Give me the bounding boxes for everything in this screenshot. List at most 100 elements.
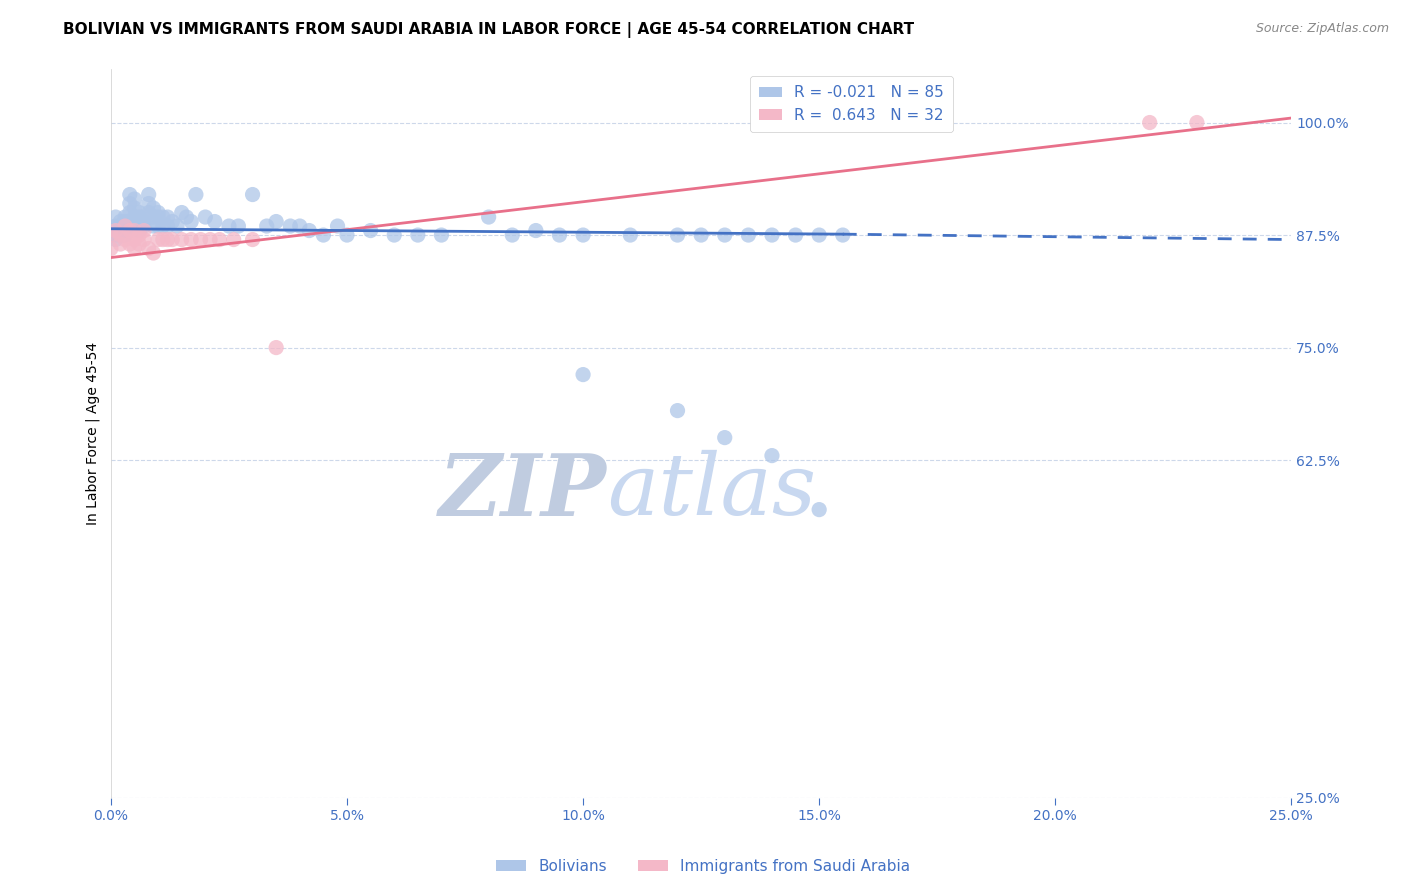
Point bbox=[124, 219, 146, 233]
Point bbox=[218, 219, 240, 233]
Point bbox=[278, 219, 301, 233]
Point bbox=[100, 228, 122, 243]
Point bbox=[312, 228, 335, 243]
Point bbox=[100, 223, 122, 237]
Point bbox=[124, 242, 146, 256]
Point bbox=[114, 210, 136, 224]
Point bbox=[118, 214, 141, 228]
Point bbox=[198, 233, 221, 247]
Point bbox=[128, 210, 150, 224]
Point bbox=[138, 187, 160, 202]
Point bbox=[690, 228, 713, 243]
Point bbox=[128, 228, 150, 243]
Point bbox=[132, 210, 155, 224]
Point bbox=[194, 210, 217, 224]
Point bbox=[104, 219, 127, 233]
Point bbox=[104, 210, 127, 224]
Point bbox=[808, 502, 831, 516]
Point bbox=[138, 242, 160, 256]
Point bbox=[256, 219, 278, 233]
Point bbox=[146, 205, 169, 219]
Point bbox=[124, 192, 146, 206]
Point bbox=[170, 233, 193, 247]
Point bbox=[128, 237, 150, 252]
Point bbox=[128, 214, 150, 228]
Point bbox=[184, 187, 207, 202]
Point bbox=[666, 228, 689, 243]
Point bbox=[190, 233, 212, 247]
Point bbox=[100, 242, 122, 256]
Point bbox=[110, 223, 132, 237]
Point bbox=[128, 205, 150, 219]
Point bbox=[208, 233, 231, 247]
Point bbox=[180, 214, 202, 228]
Point bbox=[124, 201, 146, 215]
Point bbox=[114, 223, 136, 237]
Point bbox=[142, 246, 165, 260]
Point bbox=[222, 233, 245, 247]
Point bbox=[114, 233, 136, 247]
Point bbox=[336, 228, 359, 243]
Point bbox=[132, 233, 155, 247]
Point bbox=[114, 219, 136, 233]
Point bbox=[114, 228, 136, 243]
Text: ZIP: ZIP bbox=[439, 450, 606, 533]
Point bbox=[382, 228, 405, 243]
Point bbox=[478, 210, 501, 224]
Point bbox=[146, 219, 169, 233]
Point bbox=[124, 223, 146, 237]
Point bbox=[761, 449, 783, 463]
Point bbox=[152, 233, 174, 247]
Point bbox=[132, 223, 155, 237]
Point bbox=[166, 219, 188, 233]
Point bbox=[326, 219, 349, 233]
Point bbox=[360, 223, 382, 237]
Point bbox=[104, 233, 127, 247]
Point bbox=[110, 214, 132, 228]
Point bbox=[118, 196, 141, 211]
Text: atlas: atlas bbox=[606, 450, 815, 533]
Point bbox=[142, 219, 165, 233]
Point bbox=[156, 233, 179, 247]
Point bbox=[180, 233, 202, 247]
Point bbox=[128, 223, 150, 237]
Point bbox=[114, 219, 136, 233]
Point bbox=[142, 210, 165, 224]
Point bbox=[548, 228, 571, 243]
Point bbox=[761, 228, 783, 243]
Legend: Bolivians, Immigrants from Saudi Arabia: Bolivians, Immigrants from Saudi Arabia bbox=[489, 853, 917, 880]
Point bbox=[619, 228, 641, 243]
Point bbox=[406, 228, 429, 243]
Point bbox=[110, 237, 132, 252]
Legend: R = -0.021   N = 85, R =  0.643   N = 32: R = -0.021 N = 85, R = 0.643 N = 32 bbox=[749, 76, 953, 132]
Point bbox=[156, 219, 179, 233]
Point bbox=[572, 228, 595, 243]
Point bbox=[104, 223, 127, 237]
Point bbox=[118, 205, 141, 219]
Point bbox=[170, 205, 193, 219]
Point bbox=[785, 228, 807, 243]
Point bbox=[124, 233, 146, 247]
Point bbox=[264, 341, 287, 355]
Point bbox=[1185, 115, 1208, 129]
Point bbox=[242, 233, 264, 247]
Text: BOLIVIAN VS IMMIGRANTS FROM SAUDI ARABIA IN LABOR FORCE | AGE 45-54 CORRELATION : BOLIVIAN VS IMMIGRANTS FROM SAUDI ARABIA… bbox=[63, 22, 914, 38]
Point bbox=[572, 368, 595, 382]
Point bbox=[162, 214, 184, 228]
Point bbox=[132, 214, 155, 228]
Point bbox=[430, 228, 453, 243]
Point bbox=[1139, 115, 1161, 129]
Point bbox=[110, 228, 132, 243]
Point bbox=[713, 431, 735, 445]
Point bbox=[110, 228, 132, 243]
Point bbox=[142, 201, 165, 215]
Point bbox=[118, 187, 141, 202]
Point bbox=[288, 219, 311, 233]
Point bbox=[152, 210, 174, 224]
Point bbox=[666, 403, 689, 417]
Point bbox=[100, 228, 122, 243]
Point bbox=[118, 237, 141, 252]
Point bbox=[138, 205, 160, 219]
Point bbox=[831, 228, 853, 243]
Point bbox=[118, 223, 141, 237]
